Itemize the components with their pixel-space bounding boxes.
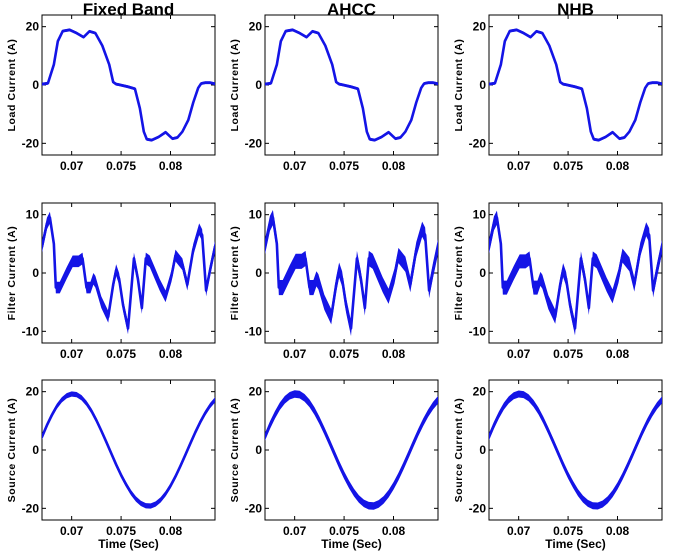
y-tick-label: 0 [255,443,262,457]
y-tick-label: 0 [479,443,486,457]
subplot-load-current-nhb: -20 0 20 0.07 0.075 0.08 Load Current (A) [453,14,663,173]
x-tick-label: 0.075 [553,524,583,538]
y-axis-label: Source Current (A) [229,398,241,503]
x-tick-label: 0.08 [606,524,630,538]
x-tick-label: 0.075 [329,347,359,361]
y-axis-label: Filter Current (A) [229,226,241,321]
y-tick-label: 0 [255,266,262,280]
axes-frame [41,14,216,156]
current-trace [265,216,438,330]
x-tick-label: 0.075 [106,524,136,538]
y-axis-label: Load Current (A) [6,38,18,131]
axes-frame [488,14,663,156]
x-axis-label: Time (Sec) [98,537,158,551]
column-title-ahcc: AHCC [327,0,376,19]
axes-frame [488,379,663,521]
y-tick-label: 0 [479,78,486,92]
y-tick-label: -20 [469,501,487,515]
x-axis-label: Time (Sec) [321,537,381,551]
x-tick-label: 0.08 [606,347,630,361]
x-tick-label: 0.08 [606,159,630,173]
subplot-filter-current-fixed-band: -10 0 10 0.07 0.075 0.08 Filter Current (A) [6,202,216,361]
y-tick-label: -10 [245,324,263,338]
y-tick-label: 0 [479,266,486,280]
x-tick-label: 0.08 [159,524,183,538]
y-tick-label: 20 [26,385,40,399]
current-trace [489,392,662,508]
x-tick-label: 0.08 [382,159,406,173]
y-tick-label: -20 [22,501,40,515]
x-tick-label: 0.07 [507,347,531,361]
y-axis-label: Filter Current (A) [6,226,18,321]
y-axis-label: Filter Current (A) [453,226,465,321]
x-tick-label: 0.07 [507,159,531,173]
x-tick-label: 0.07 [283,524,307,538]
subplot-load-current-fixed-band: -20 0 20 0.07 0.075 0.08 Load Current (A) [6,14,216,173]
x-tick-label: 0.07 [60,347,84,361]
y-tick-label: -20 [245,136,263,150]
x-tick-label: 0.07 [507,524,531,538]
x-tick-label: 0.08 [159,347,183,361]
subplot-source-current-nhb: -20 0 20 0.07 0.075 0.08 Source Current (A) Tim… [453,379,663,551]
y-tick-label: 20 [26,20,40,34]
y-tick-label: 0 [32,443,39,457]
ripple-band [265,390,438,510]
current-trace [42,216,215,330]
column-title-fixed-band: Fixed Band [83,0,175,19]
subplot-filter-current-nhb: -10 0 10 0.07 0.075 0.08 Filter Current (A) [453,202,663,361]
x-tick-label: 0.07 [283,159,307,173]
y-tick-label: -20 [469,136,487,150]
x-tick-label: 0.08 [382,347,406,361]
x-tick-label: 0.075 [553,159,583,173]
x-tick-label: 0.08 [159,159,183,173]
x-tick-label: 0.075 [106,159,136,173]
axes-frame [264,14,439,156]
x-tick-label: 0.075 [553,347,583,361]
y-tick-label: 10 [249,208,263,222]
x-axis-label: Time (Sec) [545,537,605,551]
y-tick-label: 0 [32,266,39,280]
y-tick-label: 0 [255,78,262,92]
axes-frame [41,379,216,521]
y-tick-label: 20 [473,385,487,399]
column-title-nhb: NHB [557,0,594,19]
y-tick-label: 0 [32,78,39,92]
y-tick-label: 20 [249,385,263,399]
subplot-load-current-ahcc: -20 0 20 0.07 0.075 0.08 Load Current (A) [229,14,439,173]
current-trace [265,28,438,142]
x-tick-label: 0.07 [60,159,84,173]
y-tick-label: -20 [22,136,40,150]
y-axis-label: Source Current (A) [6,398,18,503]
y-tick-label: -20 [245,501,263,515]
x-tick-label: 0.07 [60,524,84,538]
y-axis-label: Load Current (A) [453,38,465,131]
current-trace [489,216,662,330]
x-tick-label: 0.07 [283,347,307,361]
y-tick-label: 10 [473,208,487,222]
x-tick-label: 0.075 [329,524,359,538]
current-trace [42,392,215,508]
x-tick-label: 0.075 [106,347,136,361]
y-axis-label: Source Current (A) [453,398,465,503]
y-tick-label: 10 [26,208,40,222]
subplot-source-current-ahcc: -20 0 20 0.07 0.075 0.08 Source Current (A) Tim… [229,379,439,551]
current-trace [265,392,438,508]
y-tick-label: 20 [473,20,487,34]
subplot-source-current-fixed-band: -20 0 20 0.07 0.075 0.08 Source Current (A) Tim… [6,379,216,551]
y-tick-label: -10 [469,324,487,338]
y-axis-label: Load Current (A) [229,38,241,131]
y-tick-label: -10 [22,324,40,338]
subplot-filter-current-ahcc: -10 0 10 0.07 0.075 0.08 Filter Current (A) [229,202,439,361]
y-tick-label: 20 [249,20,263,34]
x-tick-label: 0.075 [329,159,359,173]
current-trace [42,28,215,142]
x-tick-label: 0.08 [382,524,406,538]
current-trace [489,28,662,142]
